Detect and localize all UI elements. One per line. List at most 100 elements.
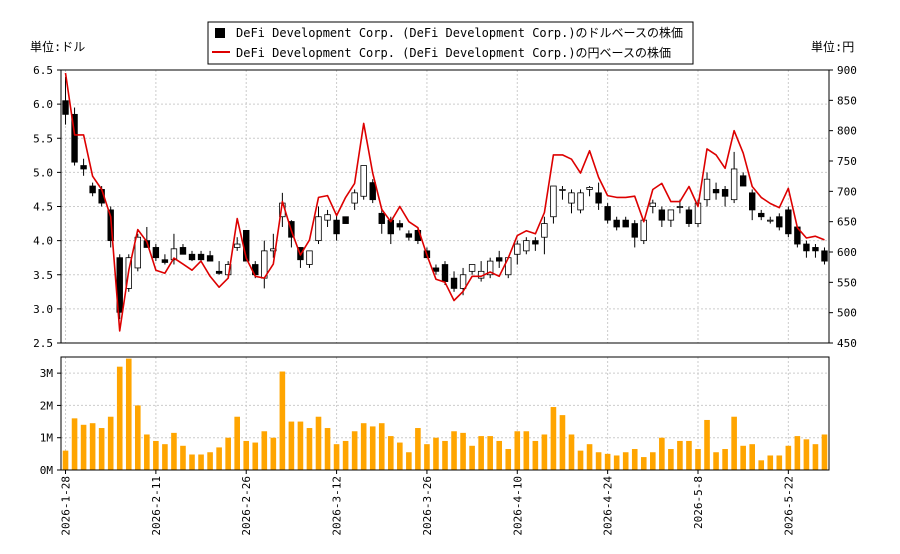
volume-bar xyxy=(333,444,340,470)
volume-bar xyxy=(704,419,710,470)
volume-bar xyxy=(758,460,765,470)
left-axis-tick-label: 4.0 xyxy=(33,235,53,248)
candle-body xyxy=(667,209,675,221)
candle-body xyxy=(71,113,78,163)
volume-bar xyxy=(794,436,801,470)
candle xyxy=(351,189,358,210)
candle-body xyxy=(821,250,828,262)
volume-bar xyxy=(523,431,530,470)
candle-body xyxy=(468,264,476,272)
volume-bar xyxy=(415,428,421,470)
candle xyxy=(197,250,205,262)
volume-bar xyxy=(261,431,268,470)
candle-body xyxy=(378,212,385,224)
candle xyxy=(134,233,142,272)
right-axis-tick-label: 450 xyxy=(837,337,857,350)
volume-bar xyxy=(71,418,78,470)
volume-bar xyxy=(378,423,385,470)
candle xyxy=(586,186,593,197)
volume-axis-tick-label: 0M xyxy=(40,464,54,477)
candle-body xyxy=(179,247,187,255)
volume-bar xyxy=(207,452,213,470)
candle xyxy=(468,264,476,275)
right-axis-tick-label: 700 xyxy=(837,185,857,198)
left-unit-label: 単位:ドル xyxy=(30,39,85,54)
candle-body xyxy=(333,219,340,235)
candle-body xyxy=(459,274,467,289)
candle-body xyxy=(89,185,96,194)
left-axis-tick-label: 6.5 xyxy=(33,64,53,77)
volume-bar xyxy=(442,440,448,470)
candle-body xyxy=(568,192,575,204)
volume-bar xyxy=(659,437,665,470)
candle-body xyxy=(315,216,322,242)
candle xyxy=(730,151,738,204)
candle xyxy=(640,219,647,245)
candle-body xyxy=(369,182,376,201)
left-axis-tick-label: 2.5 xyxy=(33,337,53,350)
candle xyxy=(577,189,584,214)
candle-body xyxy=(170,248,178,261)
volume-bar xyxy=(695,449,701,470)
candle xyxy=(486,257,494,279)
volume-bar xyxy=(324,428,331,470)
candle xyxy=(532,237,539,251)
left-axis-tick-label: 4.5 xyxy=(33,201,53,214)
volume-bar xyxy=(722,449,728,470)
volume-gridlines xyxy=(61,357,829,470)
candle xyxy=(80,158,87,176)
candle-body xyxy=(532,240,539,245)
candle-body xyxy=(496,257,503,262)
candle xyxy=(812,244,819,258)
candle xyxy=(116,254,123,320)
candle-body xyxy=(712,189,720,194)
volume-bar xyxy=(677,440,683,470)
candle xyxy=(685,206,693,227)
candle-body xyxy=(649,202,657,207)
candle-body xyxy=(785,209,792,235)
candle xyxy=(215,261,223,275)
candle xyxy=(477,261,485,282)
candle-body xyxy=(559,189,566,191)
candle-body xyxy=(523,240,530,252)
candle xyxy=(649,199,657,214)
candle-body xyxy=(405,233,413,238)
volume-bar xyxy=(785,445,792,470)
volume-bar xyxy=(387,436,394,470)
volume-bar xyxy=(62,450,69,470)
date-axis-tick-label: 2026-2-11 xyxy=(150,476,163,536)
volume-bar xyxy=(171,432,177,470)
candle xyxy=(758,209,765,221)
candle xyxy=(739,172,747,187)
date-axis-tick-label: 2026-4-10 xyxy=(511,476,524,536)
candle-body xyxy=(730,168,738,201)
left-axis-tick-label: 5.0 xyxy=(33,166,53,179)
volume-bar xyxy=(252,442,259,470)
legend-box xyxy=(207,21,694,65)
volume-bar xyxy=(731,416,737,470)
candle-body xyxy=(586,186,593,190)
candle xyxy=(541,216,548,255)
volume-bar xyxy=(134,405,141,470)
candle-body xyxy=(432,267,440,272)
candle xyxy=(496,250,503,268)
volume-bar xyxy=(243,440,250,470)
candle-body xyxy=(739,175,747,187)
volume-bar xyxy=(568,434,575,470)
volume-bar xyxy=(116,366,123,470)
volume-bar xyxy=(315,416,322,470)
candle-body xyxy=(324,214,331,221)
candle xyxy=(604,203,611,224)
volume-bar xyxy=(451,431,457,470)
volume-bars xyxy=(62,358,828,470)
volume-axis-tick-label: 2M xyxy=(40,399,54,412)
candle xyxy=(613,216,620,231)
candle xyxy=(450,271,458,292)
volume-bar xyxy=(279,371,286,470)
volume-bar xyxy=(478,436,484,470)
candle xyxy=(748,189,756,221)
volume-bar xyxy=(740,445,746,470)
candle-body xyxy=(62,100,69,115)
candle xyxy=(152,244,160,262)
